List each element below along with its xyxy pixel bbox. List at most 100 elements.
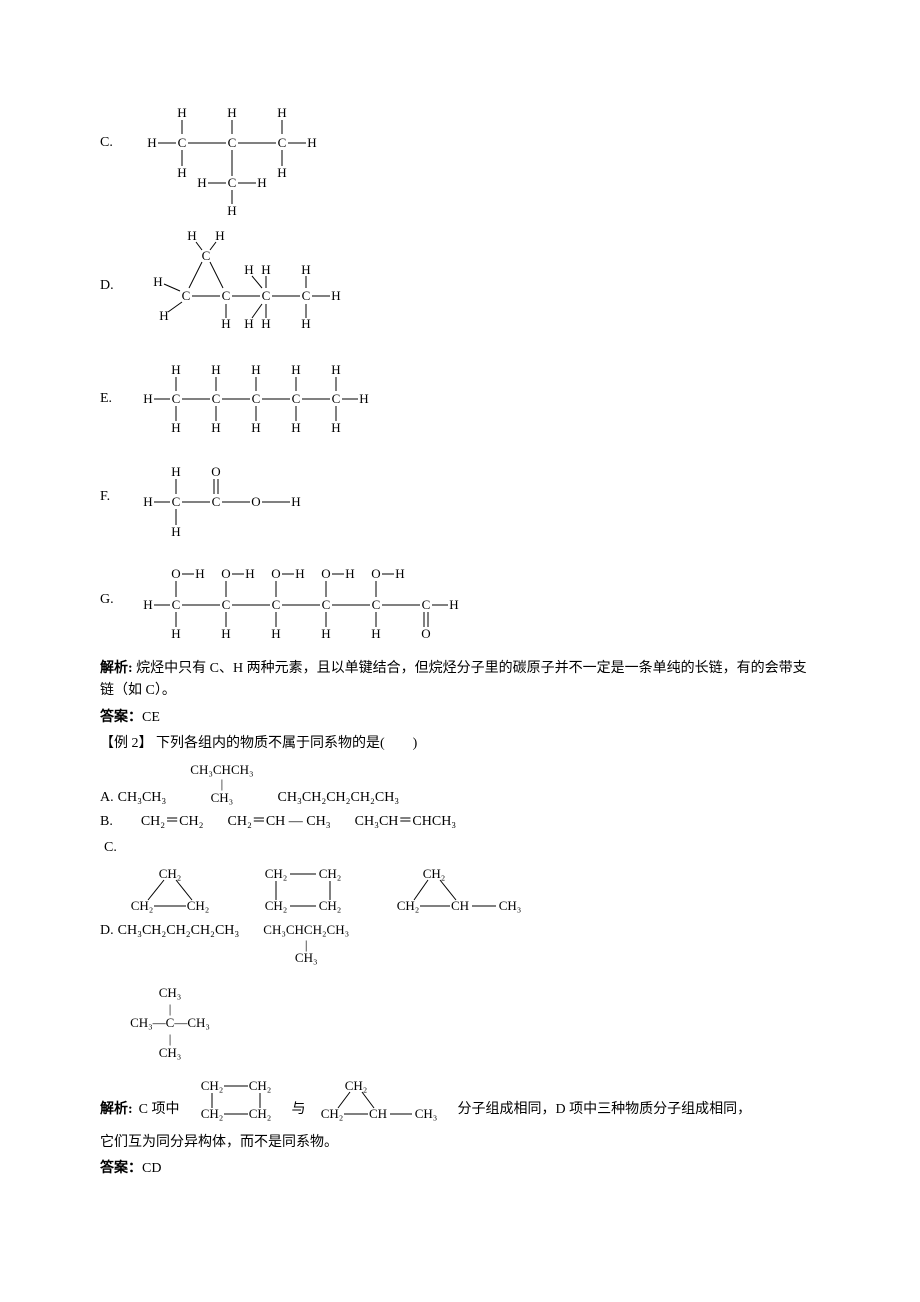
- svg-cyclopropane: CH₂ CH₂ CH₂: [120, 864, 220, 914]
- atom-c: C: [272, 597, 281, 612]
- svg-structure-c: C C C C H H H H H H H H H H: [136, 68, 336, 218]
- atom-h: H: [261, 262, 270, 277]
- neopentane-block: CH₃ | CH₃—C—CH₃ | CH₃: [110, 983, 820, 1064]
- neopentane-bot: CH₃: [110, 1043, 230, 1064]
- svg-structure-f: C C O H H H H O: [136, 452, 336, 542]
- optA-item3: CH₃CH₂CH₂CH₂CH₃: [278, 787, 400, 809]
- atom-h: H: [251, 362, 260, 377]
- atom-h: H: [307, 135, 316, 150]
- atom-c: C: [262, 288, 271, 303]
- atom-h: H: [449, 597, 458, 612]
- atom-h: H: [257, 175, 266, 190]
- svg-text:CH: CH: [451, 898, 469, 913]
- svg-text:CH₂: CH₂: [344, 1078, 367, 1093]
- svg-cyclobutane: CH₂ CH₂ CH₂ CH₂: [248, 864, 358, 914]
- atom-h: H: [371, 626, 380, 641]
- atom-h: H: [277, 105, 286, 120]
- atom-h: H: [171, 464, 180, 479]
- atom-h: H: [291, 420, 300, 435]
- svg-text:CH₂: CH₂: [320, 1106, 343, 1121]
- atom-h: H: [171, 362, 180, 377]
- atom-h: H: [215, 228, 224, 243]
- atom-h: H: [251, 420, 260, 435]
- atom-o: O: [221, 566, 230, 581]
- atom-h: H: [331, 288, 340, 303]
- example2-text: 下列各组内的物质不属于同系物的是( ): [156, 736, 417, 751]
- atom-h: H: [245, 566, 254, 581]
- atom-o: O: [211, 464, 220, 479]
- atom-h: H: [345, 566, 354, 581]
- atom-c: C: [228, 175, 237, 190]
- atom-h: H: [271, 626, 280, 641]
- atom-c: C: [372, 597, 381, 612]
- atom-o: O: [251, 494, 260, 509]
- svg-text:CH₂: CH₂: [319, 898, 342, 913]
- svg-text:CH₂: CH₂: [265, 866, 288, 881]
- svg-structure-d: C C C C C H H H H H H H H H H: [136, 226, 366, 346]
- answer1: 答案：CE: [100, 707, 820, 729]
- atom-o: O: [321, 566, 330, 581]
- svg-text:CH₂: CH₂: [248, 1078, 271, 1093]
- atom-h: H: [159, 308, 168, 323]
- optA-item2-bot: CH₃: [190, 788, 253, 809]
- optB-item2: CH₂＝CH — CH₃: [228, 811, 331, 833]
- atom-c: C: [172, 597, 181, 612]
- atom-c: C: [302, 288, 311, 303]
- optC-prefix: C.: [104, 840, 117, 855]
- analysis2-text4: 它们互为同分异构体，而不是同系物。: [100, 1135, 338, 1150]
- label-f: F.: [100, 486, 136, 508]
- svg-structure-e: C C C C C H H H H H H H H H H H H: [136, 354, 416, 444]
- atom-h: H: [277, 165, 286, 180]
- answer2: 答案：CD: [100, 1158, 820, 1180]
- optB-item3: CH₃CH＝CHCH₃: [355, 811, 457, 833]
- analysis2-text2: 与: [292, 1099, 306, 1121]
- svg-text:CH₂: CH₂: [319, 866, 342, 881]
- atom-c: C: [222, 288, 231, 303]
- atom-h: H: [171, 420, 180, 435]
- atom-c: C: [212, 494, 221, 509]
- label-c: C.: [100, 132, 136, 154]
- svg-text:CH₂: CH₂: [131, 898, 154, 913]
- option-d: D. CH₃CH₂CH₂CH₂CH₃ CH₃CHCH₂CH₃ | CH₃: [100, 920, 820, 969]
- atom-h: H: [395, 566, 404, 581]
- atom-h: H: [211, 362, 220, 377]
- atom-c: C: [182, 288, 191, 303]
- option-b: B. CH₂＝CH₂ CH₂＝CH — CH₃ CH₃CH＝CHCH₃: [100, 811, 820, 833]
- optD-item1: CH₃CH₂CH₂CH₂CH₃: [118, 920, 240, 942]
- atom-c: C: [202, 248, 211, 263]
- atom-h: H: [171, 524, 180, 539]
- svg-text:CH: CH: [368, 1106, 386, 1121]
- atom-o: O: [271, 566, 280, 581]
- optD-item2-bot: CH₃: [263, 948, 349, 969]
- atom-h: H: [227, 105, 236, 120]
- answer2-prefix: 答案：: [100, 1161, 142, 1176]
- atom-o: O: [421, 626, 430, 641]
- svg-text:CH₂: CH₂: [265, 898, 288, 913]
- atom-h: H: [321, 626, 330, 641]
- atom-h: H: [153, 274, 162, 289]
- atom-c: C: [252, 391, 261, 406]
- atom-h: H: [301, 262, 310, 277]
- example2: 【例 2】 下列各组内的物质不属于同系物的是( ): [100, 733, 820, 755]
- atom-h: H: [291, 362, 300, 377]
- option-a: A. CH₃CH₃ CH₃CHCH₃ | CH₃ CH₃CH₂CH₂CH₂CH₃: [100, 760, 820, 809]
- atom-c: C: [332, 391, 341, 406]
- atom-h: H: [143, 494, 152, 509]
- atom-o: O: [371, 566, 380, 581]
- atom-h: H: [143, 391, 152, 406]
- atom-h: H: [221, 316, 230, 331]
- atom-h: H: [227, 203, 236, 218]
- atom-h: H: [301, 316, 310, 331]
- atom-c: C: [172, 494, 181, 509]
- option-c-prefix-line: C.: [100, 837, 820, 859]
- atom-h: H: [187, 228, 196, 243]
- optB-prefix: B.: [100, 811, 113, 833]
- atom-h: H: [143, 597, 152, 612]
- svg-text:CH₃: CH₃: [414, 1106, 437, 1121]
- analysis1-text: 烷烃中只有 C、H 两种元素，且以单键结合，但烷烃分子里的碳原子并不一定是一条单…: [100, 661, 807, 698]
- atom-o: O: [171, 566, 180, 581]
- svg-text:CH₂: CH₂: [200, 1078, 223, 1093]
- atom-c: C: [172, 391, 181, 406]
- svg-text:CH₂: CH₂: [248, 1106, 271, 1121]
- answer2-text: CD: [142, 1161, 161, 1176]
